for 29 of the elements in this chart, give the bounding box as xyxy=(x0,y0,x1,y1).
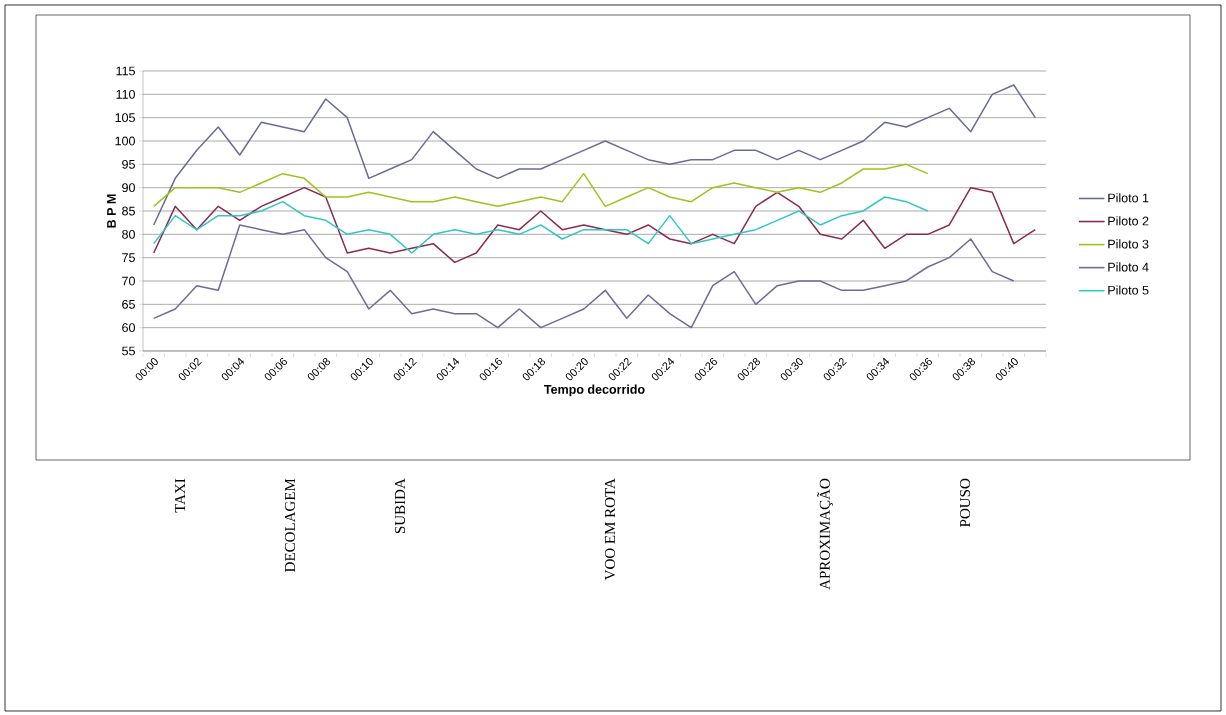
y-tick-label: 80 xyxy=(122,229,135,239)
y-tick-label: 75 xyxy=(122,253,135,263)
y-tick-label: 60 xyxy=(122,323,135,333)
legend-label: Piloto 3 xyxy=(1108,239,1149,249)
text: DECOLAGEM xyxy=(284,478,296,572)
text: POUSO xyxy=(959,478,971,527)
y-tick-label: 105 xyxy=(115,113,135,123)
y-tick-label: 95 xyxy=(122,159,135,169)
line-series xyxy=(153,224,1015,329)
text: SUBIDA xyxy=(394,478,406,534)
legend-label: Piloto 2 xyxy=(1108,216,1149,226)
legend-label: Piloto 4 xyxy=(1108,262,1149,272)
y-tick-label: 100 xyxy=(115,136,135,146)
text: TAXI xyxy=(175,478,185,513)
y-tick-label: 65 xyxy=(122,299,135,309)
y-tick-label: 85 xyxy=(122,206,135,216)
y-tick-label: 70 xyxy=(122,276,135,286)
y-tick-label: 55 xyxy=(122,346,135,356)
y-tick-label: 90 xyxy=(122,183,135,193)
y-axis-title: B P M xyxy=(107,194,116,228)
y-tick-label: 115 xyxy=(116,66,135,76)
legend-label: Piloto 5 xyxy=(1108,285,1149,295)
line-series xyxy=(153,186,1037,264)
x-axis-title: Tempo decorrido xyxy=(544,384,645,397)
text: APROXIMAÇÃO xyxy=(817,478,833,590)
text: VOO EM ROTA xyxy=(604,478,616,581)
y-tick-label: 110 xyxy=(116,89,135,99)
line-series xyxy=(153,84,1037,226)
legend-label: Piloto 1 xyxy=(1108,193,1149,203)
